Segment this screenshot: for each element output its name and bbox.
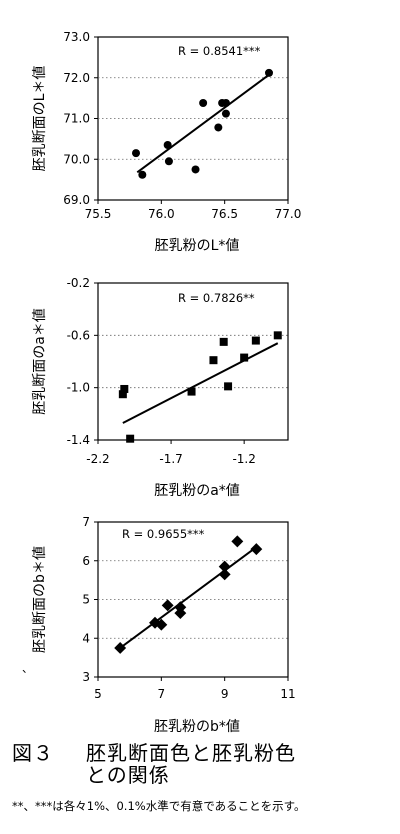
x-tick-label: 9 — [221, 687, 229, 701]
figure-number: 図３ — [12, 741, 54, 765]
data-point — [224, 382, 233, 391]
chart-panel-1: 69.0 70.0 71.0 72.0 73.0 75.5 76.0 76.5 77.0 R = … — [32, 30, 301, 254]
x-tick-label: 5 — [94, 687, 102, 701]
caption-line-2: との関係 — [86, 763, 170, 787]
x-tick-label: 7 — [158, 687, 166, 701]
data-point — [163, 140, 172, 149]
data-point — [221, 99, 230, 108]
data-point — [219, 337, 228, 346]
data-point — [187, 387, 196, 396]
x-axis-label: 胚乳粉のa*値 — [154, 483, 240, 499]
data-point — [120, 384, 129, 393]
y-axis-label: 胚乳断面のb＊値 — [32, 546, 48, 653]
stray-mark: 、 — [22, 662, 33, 675]
data-point — [118, 390, 127, 399]
y-tick-label: 3 — [82, 670, 90, 684]
data-point — [114, 641, 127, 654]
data-point — [240, 353, 249, 362]
correlation-annotation: R = 0.9655*** — [122, 527, 205, 541]
figure-canvas: 69.0 70.0 71.0 72.0 73.0 75.5 76.0 76.5 77.0 R = … — [22, 30, 301, 735]
y-tick-label: -1.4 — [67, 433, 90, 447]
data-point — [126, 434, 135, 443]
chart-panel-2: -1.4 -1.0 -0.6 -0.2 -2.2 -1.7 -1.2 R = 0.7826**… — [32, 276, 289, 499]
y-tick-label: 72.0 — [63, 71, 90, 85]
x-tick-label: 75.5 — [85, 207, 112, 221]
y-tick-label: 70.0 — [63, 152, 90, 166]
regression-line — [122, 342, 279, 424]
significance-note: **、***は各々1%、0.1%水準で有意であることを示す。 — [12, 799, 306, 813]
x-tick-label: -2.2 — [86, 452, 109, 466]
data-point — [218, 568, 231, 581]
data-point — [251, 336, 260, 345]
data-point — [161, 599, 174, 612]
data-point — [273, 331, 282, 340]
y-tick-label: 4 — [82, 631, 90, 645]
x-tick-label: 76.5 — [211, 207, 238, 221]
y-tick-label: 69.0 — [63, 193, 90, 207]
caption-line-1: 胚乳断面色と胚乳粉色 — [86, 741, 296, 765]
data-point — [174, 607, 187, 620]
data-point — [132, 149, 140, 158]
data-point — [250, 543, 263, 556]
data-point — [164, 157, 173, 166]
figure-caption: 図３ 胚乳断面色と胚乳粉色 との関係 — [12, 742, 392, 786]
regression-line — [136, 74, 269, 174]
x-tick-label: 76.0 — [148, 207, 175, 221]
y-tick-label: 73.0 — [63, 30, 90, 44]
y-tick-label: -0.6 — [67, 328, 90, 342]
chart-panel-3: 3 4 5 6 7 5 7 9 11 R = 0.9655*** 胚乳粉のb*値 胚乳断面のb＊値 — [32, 515, 296, 735]
data-point — [199, 99, 208, 108]
y-axis-label: 胚乳断面のL＊値 — [32, 66, 48, 172]
correlation-annotation: R = 0.7826** — [178, 291, 255, 305]
data-point — [138, 170, 147, 179]
data-point — [218, 560, 231, 573]
y-tick-label: -0.2 — [67, 276, 90, 290]
x-tick-label: -1.7 — [159, 452, 182, 466]
correlation-annotation: R = 0.8541*** — [178, 44, 261, 58]
data-point — [214, 123, 223, 132]
plot-frame — [97, 282, 289, 441]
data-point — [209, 356, 218, 365]
data-point — [191, 165, 200, 174]
y-tick-label: -1.0 — [67, 381, 90, 395]
y-tick-label: 5 — [82, 593, 90, 607]
data-point — [231, 535, 244, 548]
data-point — [265, 68, 273, 77]
y-axis-label: 胚乳断面のa＊値 — [32, 308, 48, 415]
y-tick-label: 7 — [82, 515, 90, 529]
x-tick-label: -1.2 — [232, 452, 255, 466]
x-axis-label: 胚乳粉のb*値 — [154, 719, 240, 735]
x-tick-label: 11 — [280, 687, 295, 701]
y-tick-label: 71.0 — [63, 112, 90, 126]
y-tick-label: 6 — [82, 554, 90, 568]
x-tick-label: 77.0 — [275, 207, 302, 221]
data-point — [155, 618, 168, 631]
x-axis-label: 胚乳粉のL*値 — [155, 238, 240, 254]
regression-line — [119, 546, 257, 649]
data-point — [221, 109, 230, 118]
